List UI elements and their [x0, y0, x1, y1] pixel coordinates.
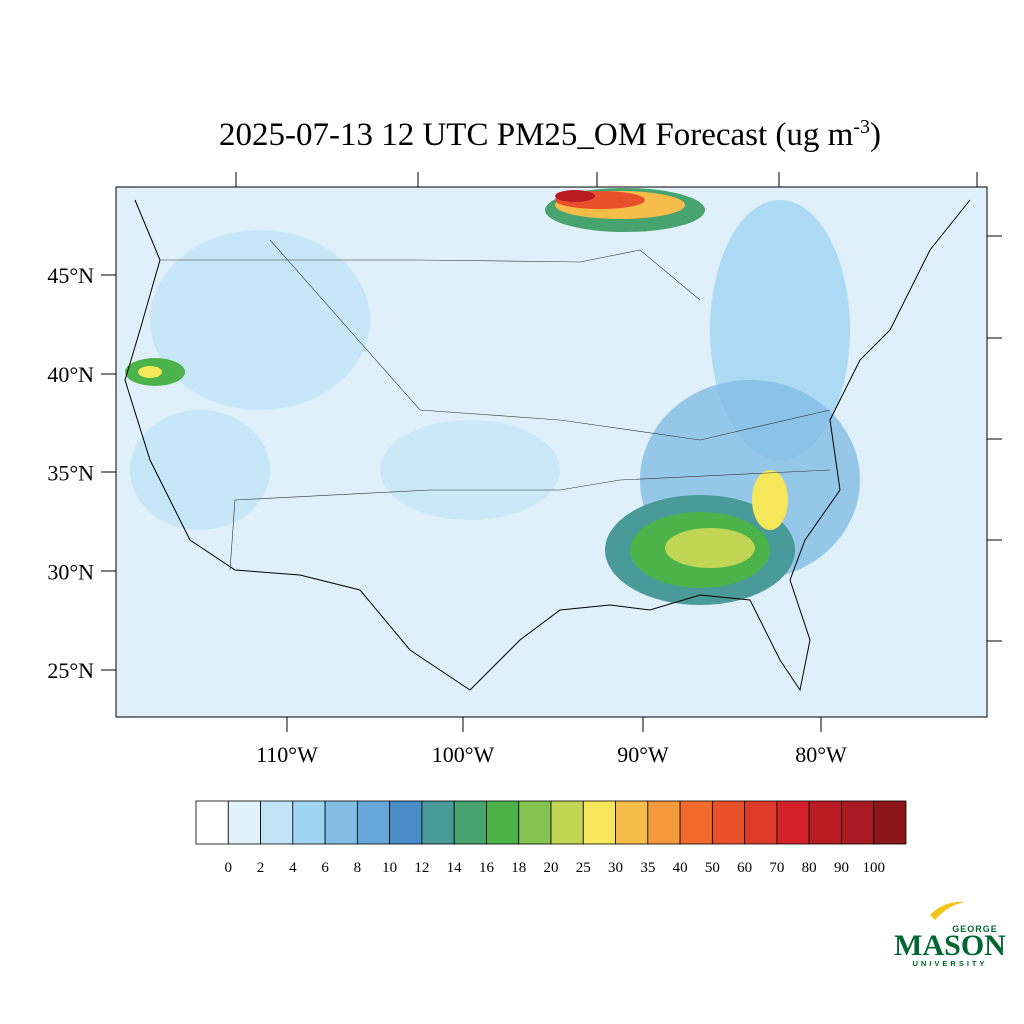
colorbar-box — [453, 800, 487, 845]
colorbar-box — [647, 800, 681, 845]
colorbar-label: 14 — [447, 860, 463, 876]
latitude-label: 25°N — [47, 658, 94, 683]
colorbar-box — [841, 800, 875, 845]
colorbar-label: 100 — [862, 860, 885, 876]
colorbar-label: 16 — [479, 860, 495, 876]
latitude-labels: 45°N 40°N 35°N 30°N 25°N — [47, 263, 94, 683]
colorbar-box — [550, 800, 584, 845]
colorbar-box — [776, 800, 810, 845]
colorbar-box — [389, 800, 423, 845]
longitude-label: 80°W — [795, 742, 847, 767]
colorbar-label: 70 — [769, 860, 784, 876]
title: 2025-07-13 12 UTC PM25_OM Forecast (ug m… — [219, 116, 881, 153]
latitude-label: 45°N — [47, 263, 94, 288]
latitude-label: 40°N — [47, 362, 94, 387]
latitude-label: 30°N — [47, 559, 94, 584]
colorbar-label: 4 — [289, 860, 297, 876]
colorbar-label: 2 — [257, 860, 265, 876]
longitude-label: 90°W — [617, 742, 669, 767]
colorbar-label: 20 — [544, 860, 559, 876]
logo-bottom: UNIVERSITY — [912, 959, 987, 968]
logo-top: GEORGE — [952, 924, 998, 934]
colorbar-label: 6 — [321, 860, 329, 876]
colorbar-box — [679, 800, 713, 845]
colorbar-box — [711, 800, 746, 845]
colorbar: 0 2 4 6 8 10 12 14 16 18 20 25 30 35 40 50 60 70 80 90 100 — [195, 800, 907, 876]
colorbar-label: 12 — [414, 860, 429, 876]
colorbar-label: 90 — [834, 860, 849, 876]
title-main: 2025-07-13 12 UTC PM25_OM Forecast (ug m — [219, 117, 854, 153]
colorbar-label: 30 — [608, 860, 623, 876]
title-end: ) — [870, 117, 881, 153]
logo-main: MASON — [894, 929, 1006, 962]
colorbar-box — [873, 800, 907, 845]
colorbar-label: 8 — [354, 860, 362, 876]
colorbar-box — [808, 800, 842, 845]
colorbar-label: 35 — [640, 860, 655, 876]
colorbar-label: 10 — [382, 860, 397, 876]
longitude-labels: 110°W 100°W 90°W 80°W — [256, 742, 847, 767]
longitude-label: 110°W — [256, 742, 318, 767]
colorbar-box — [518, 800, 552, 845]
colorbar-box — [260, 800, 294, 845]
colorbar-box — [195, 800, 229, 845]
colorbar-box — [227, 800, 261, 845]
colorbar-box — [744, 800, 778, 845]
colorbar-label: 40 — [673, 860, 688, 876]
map — [101, 172, 1002, 732]
colorbar-box — [421, 800, 455, 845]
latitude-label: 35°N — [47, 461, 94, 486]
colorbar-box — [486, 800, 520, 845]
title-superscript: -3 — [853, 116, 870, 138]
colorbar-label: 60 — [737, 860, 752, 876]
longitude-label: 100°W — [432, 742, 495, 767]
colorbar-label: 25 — [576, 860, 591, 876]
frame-ticks — [101, 172, 1002, 732]
colorbar-box — [292, 800, 326, 845]
colorbar-label: 0 — [225, 860, 233, 876]
colorbar-label: 50 — [705, 860, 720, 876]
colorbar-box — [324, 800, 358, 845]
logo: GEORGE MASON UNIVERSITY — [894, 901, 1006, 968]
map-field — [124, 188, 971, 692]
colorbar-box — [615, 800, 649, 845]
colorbar-label: 80 — [802, 860, 817, 876]
colorbar-box — [356, 800, 391, 845]
colorbar-box — [582, 800, 616, 845]
colorbar-label: 18 — [511, 860, 526, 876]
